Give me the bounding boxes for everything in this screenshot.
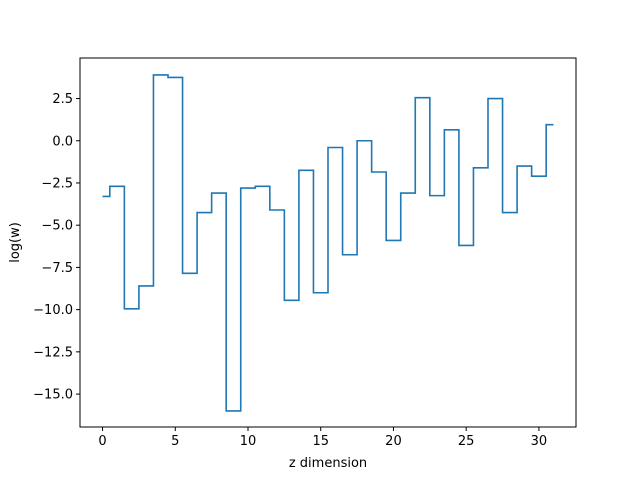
y-tick-label: 0.0: [52, 134, 73, 149]
axes-frame: [79, 57, 577, 428]
series-line: [102, 74, 554, 412]
y-tick-label: 2.5: [52, 92, 73, 107]
x-axis-label: z dimension: [289, 456, 367, 471]
y-tick-label: −15.0: [33, 388, 73, 403]
x-tick-label: 15: [312, 434, 329, 449]
y-tick-label: −7.5: [41, 261, 73, 276]
y-tick-label: −10.0: [33, 303, 73, 318]
x-tick-label: 25: [458, 434, 475, 449]
y-tick-label: −2.5: [41, 176, 73, 191]
y-tick-label: −5.0: [41, 219, 73, 234]
x-tick-label: 10: [240, 434, 257, 449]
y-tick-label: −12.5: [33, 345, 73, 360]
x-axis: 0 5 10 15 20 25 30: [98, 427, 547, 449]
x-tick-label: 20: [385, 434, 402, 449]
y-axis: 2.5 0.0 −2.5 −5.0 −7.5 −10.0 −12.5 −15.0: [33, 92, 80, 403]
y-axis-label: log(w): [8, 222, 23, 263]
x-tick-label: 5: [171, 434, 179, 449]
plot-area: [102, 74, 554, 412]
x-tick-label: 30: [531, 434, 548, 449]
x-tick-label: 0: [98, 434, 106, 449]
